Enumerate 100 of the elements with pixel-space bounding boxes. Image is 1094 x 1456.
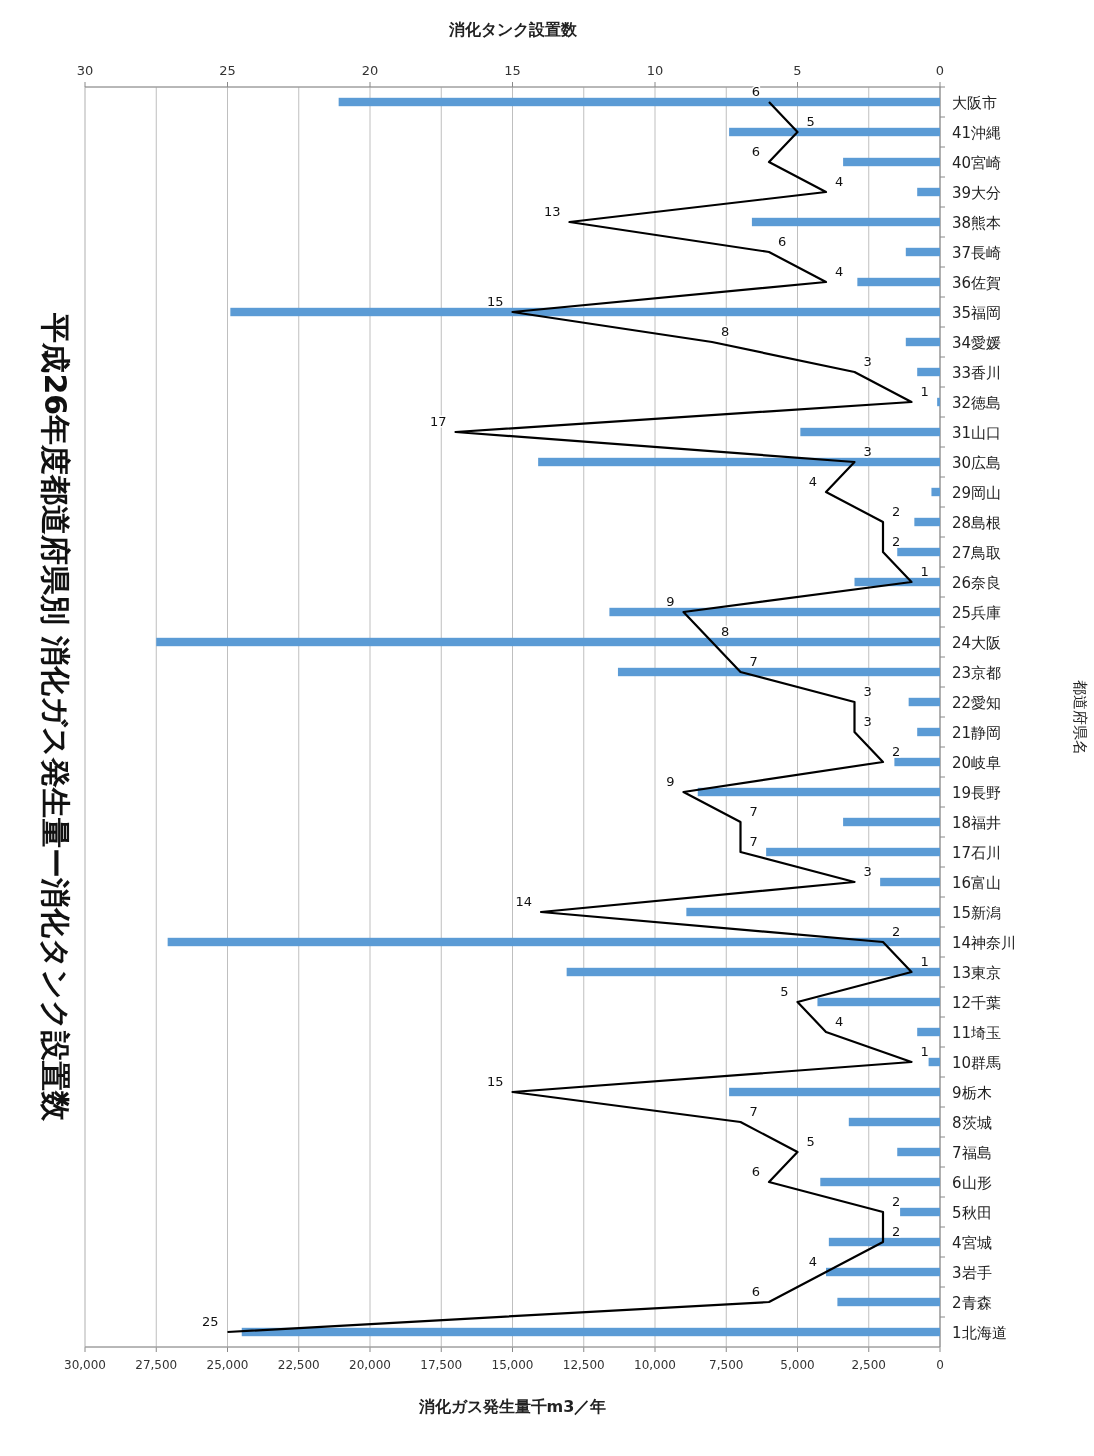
- data-label: 8: [721, 324, 730, 339]
- y-tick-label: 22愛知: [952, 694, 1002, 712]
- bar: [800, 427, 940, 437]
- data-label: 3: [863, 714, 872, 729]
- y-tick-label: 24大阪: [952, 634, 1002, 652]
- bar: [897, 1147, 940, 1157]
- bar: [917, 727, 940, 737]
- y-tick-label: 41沖縄: [952, 124, 1002, 142]
- bar: [817, 997, 940, 1007]
- y-tick-label: 28島根: [952, 514, 1002, 532]
- bar: [843, 817, 940, 827]
- x-tick-label: 20,000: [349, 1358, 391, 1372]
- x-tick-label: 15,000: [491, 1358, 534, 1372]
- y-tick-label: 16富山: [952, 874, 1002, 892]
- data-label: 1: [920, 954, 929, 969]
- y-tick-label: 20岐阜: [952, 754, 1002, 772]
- data-label: 8: [721, 624, 730, 639]
- y-tick-label: 29岡山: [952, 484, 1002, 502]
- data-label: 2: [892, 534, 901, 549]
- bar: [900, 1207, 940, 1217]
- bar: [826, 1267, 940, 1277]
- data-label: 6: [751, 84, 760, 99]
- data-label: 2: [892, 744, 901, 759]
- bar: [230, 307, 940, 317]
- y-tick-label: 38熊本: [952, 214, 1002, 232]
- bar: [857, 277, 940, 287]
- x-tick-label: 17,500: [420, 1358, 463, 1372]
- y-tick-label: 13東京: [952, 964, 1002, 982]
- bar: [729, 1087, 940, 1097]
- y-tick-label: 27鳥取: [952, 544, 1002, 562]
- y-tick-label: 40宮崎: [952, 154, 1002, 172]
- y-tick-label: 6山形: [952, 1174, 992, 1192]
- data-label: 7: [749, 834, 758, 849]
- data-label: 1: [920, 384, 929, 399]
- bar: [848, 1117, 940, 1127]
- y-tick-label: 32徳島: [952, 394, 1002, 412]
- x2-tick-label: 30: [76, 63, 94, 78]
- x-tick-label: 0: [936, 1358, 944, 1372]
- y-tick-label: 11埼玉: [952, 1024, 1002, 1042]
- x-tick-label: 7,500: [709, 1358, 744, 1372]
- bar: [617, 667, 940, 677]
- data-label: 9: [666, 594, 675, 609]
- data-label: 4: [835, 264, 844, 279]
- data-label: 3: [863, 354, 872, 369]
- bar: [917, 187, 940, 197]
- y-tick-label: 9栃木: [952, 1084, 992, 1102]
- bar: [931, 487, 940, 497]
- y-tick-label: 大阪市: [952, 94, 997, 112]
- bar: [894, 757, 940, 767]
- data-label: 1: [920, 1044, 929, 1059]
- bar: [609, 607, 940, 617]
- data-label: 4: [808, 474, 817, 489]
- data-label: 2: [892, 504, 901, 519]
- y-tick-label: 18福井: [952, 814, 1002, 832]
- bar: [538, 457, 940, 467]
- data-label: 2: [892, 924, 901, 939]
- y-tick-label: 10群馬: [952, 1054, 1002, 1072]
- bar: [905, 337, 940, 347]
- y-tick-label: 19長野: [952, 784, 1002, 802]
- bar: [766, 847, 940, 857]
- data-label: 2: [892, 1224, 901, 1239]
- bar: [905, 247, 940, 257]
- y-tick-label: 26奈良: [952, 574, 1002, 592]
- x-tick-label: 2,500: [851, 1358, 886, 1372]
- x2-tick-label: 10: [646, 63, 664, 78]
- bar: [156, 637, 940, 647]
- bar: [338, 97, 940, 107]
- bar: [566, 967, 940, 977]
- y-tick-label: 17石川: [952, 844, 1002, 862]
- y-axis-title: 都道府県名: [1071, 679, 1089, 755]
- data-label: 17: [429, 414, 447, 429]
- y-tick-label: 1北海道: [952, 1324, 1007, 1342]
- bar: [917, 367, 940, 377]
- data-label: 6: [751, 1284, 760, 1299]
- y-tick-label: 5秋田: [952, 1204, 992, 1222]
- data-label: 7: [749, 654, 758, 669]
- x-tick-label: 10,000: [634, 1358, 676, 1372]
- x-tick-label: 22,500: [277, 1358, 320, 1372]
- data-label: 7: [749, 804, 758, 819]
- y-tick-label: 30広島: [952, 454, 1002, 472]
- y-tick-label: 14神奈川: [952, 934, 1017, 952]
- y-tick-label: 36佐賀: [952, 274, 1002, 292]
- data-label: 14: [515, 894, 532, 909]
- data-label: 3: [863, 444, 872, 459]
- y-tick-label: 12千葉: [952, 994, 1002, 1012]
- data-label: 15: [486, 1074, 504, 1089]
- x-tick-label: 12,500: [562, 1358, 605, 1372]
- data-label: 2: [892, 1194, 901, 1209]
- x2-tick-label: 0: [935, 63, 945, 78]
- bar: [837, 1297, 940, 1307]
- x-axis-title: 消化ガス発生量千m3／年: [417, 1397, 607, 1416]
- x2-tick-label: 15: [504, 63, 521, 78]
- data-label: 7: [749, 1104, 758, 1119]
- x2-tick-label: 5: [793, 63, 802, 78]
- y-tick-label: 34愛媛: [952, 334, 1002, 352]
- x2-axis-title: 消化タンク設置数: [447, 20, 578, 39]
- bar: [751, 217, 940, 227]
- data-label: 15: [486, 294, 504, 309]
- bar: [820, 1177, 940, 1187]
- bar: [729, 127, 940, 137]
